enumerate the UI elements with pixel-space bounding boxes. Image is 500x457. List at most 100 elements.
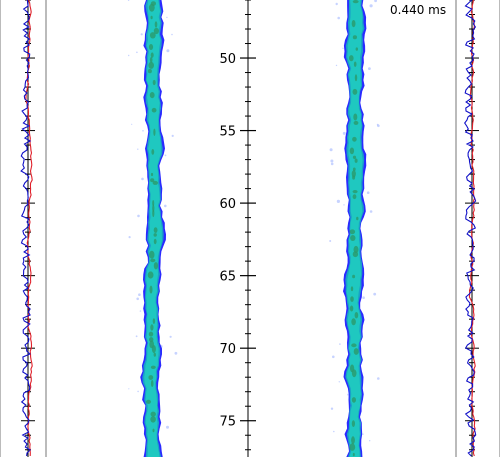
- jet-inner-speck: [153, 352, 156, 357]
- jet-inner-speck: [351, 20, 356, 28]
- time-label: 0.440 ms: [390, 3, 446, 17]
- jet-inner-speck: [149, 250, 155, 259]
- jet-inner-speck: [151, 149, 155, 155]
- jet-droplet: [171, 33, 173, 36]
- jet-inner-speck: [351, 343, 357, 348]
- jet-inner-speck: [148, 3, 155, 12]
- jet-droplet: [166, 16, 168, 19]
- jet-inner-speck: [351, 397, 356, 403]
- jet-inner-speck: [351, 170, 356, 178]
- jet-droplet: [376, 123, 379, 126]
- jet-droplet: [330, 159, 334, 163]
- jet-inner-speck: [153, 238, 157, 245]
- jet-inner-speck: [152, 428, 155, 433]
- profile-blue-line: [20, 0, 32, 457]
- profile-blue-line: [464, 0, 477, 457]
- jet-droplet: [347, 393, 350, 396]
- jet-inner-speck: [150, 380, 154, 387]
- jet-inner-speck: [152, 209, 155, 218]
- jet-droplet: [171, 134, 174, 137]
- jet-droplet: [369, 4, 373, 8]
- jet-inner-speck: [153, 227, 158, 234]
- jet-inner-speck: [148, 44, 154, 50]
- jet-droplet: [368, 67, 371, 70]
- jet-inner-speck: [349, 443, 356, 451]
- jet-inner-speck: [149, 32, 156, 39]
- jet-droplet: [164, 154, 167, 157]
- jet-inner-speck: [351, 369, 357, 378]
- jet-droplet: [128, 388, 130, 390]
- jet-inner-speck: [349, 305, 354, 312]
- jet-inner-speck: [352, 190, 358, 194]
- y-tick-label: 55: [219, 125, 236, 140]
- profile-red-line: [468, 0, 476, 457]
- jet-inner-speck: [349, 229, 356, 235]
- jet-inner-speck: [352, 155, 357, 159]
- jet-inner-speck: [352, 194, 357, 200]
- jet-inner-speck: [148, 375, 154, 380]
- jet-inner-speck: [353, 348, 359, 355]
- jet-inner-speck: [147, 271, 154, 279]
- jet-inner-speck: [147, 69, 152, 74]
- jet-inner-speck: [353, 245, 359, 254]
- jet-inner-speck: [351, 436, 355, 445]
- jet-inner-speck: [148, 61, 154, 69]
- jet-droplet: [137, 214, 140, 218]
- jet-inner-speck: [351, 318, 356, 326]
- right-profile-panel: [455, 0, 500, 457]
- jet-inner-speck: [152, 318, 156, 324]
- jet-droplet: [333, 430, 335, 433]
- jet-droplet: [136, 297, 139, 301]
- jet-inner-speck: [352, 175, 356, 180]
- jet-droplet: [135, 335, 138, 338]
- jet-droplet: [366, 191, 370, 194]
- jet-inner-speck: [350, 286, 354, 292]
- jet-inner-speck: [353, 120, 359, 125]
- left-jet-image: [127, 0, 178, 457]
- jet-inner-speck: [150, 172, 154, 177]
- jet-droplet: [342, 131, 346, 135]
- jet-droplet: [335, 2, 338, 6]
- jet-inner-speck: [151, 107, 157, 113]
- jet-droplet: [142, 130, 144, 132]
- right-jet-image: [329, 0, 380, 457]
- jet-droplet: [166, 425, 169, 429]
- jet-inner-speck: [354, 74, 358, 82]
- y-tick-label: 75: [219, 415, 236, 430]
- jet-droplet: [374, 0, 377, 3]
- jet-inner-speck: [352, 251, 359, 258]
- jet-inner-speck: [351, 420, 355, 427]
- jet-droplet: [136, 51, 138, 54]
- jet-droplet: [338, 381, 340, 383]
- jet-inner-speck: [149, 57, 153, 63]
- jet-inner-speck: [153, 27, 159, 35]
- jet-inner-speck: [356, 216, 359, 221]
- jet-droplet: [131, 123, 133, 125]
- jet-inner-speck: [150, 258, 156, 263]
- jet-inner-speck: [153, 128, 156, 136]
- y-tick-label: 50: [219, 52, 236, 67]
- jet-droplet: [373, 292, 377, 296]
- jet-droplet: [369, 440, 371, 442]
- jet-inner-speck: [150, 324, 154, 331]
- jet-droplet: [342, 47, 344, 49]
- y-ticks: 50 55 60 65 70 75: [219, 0, 256, 451]
- jet-droplet: [141, 177, 144, 181]
- jet-core-band: [144, 0, 162, 457]
- jet-droplet: [377, 377, 380, 380]
- jet-inner-speck: [146, 399, 151, 404]
- jet-inner-speck: [355, 47, 358, 51]
- jet-droplet: [362, 296, 365, 300]
- jet-droplet: [332, 355, 335, 359]
- jet-inner-speck: [350, 296, 354, 302]
- jet-inner-speck: [352, 0, 359, 4]
- jet-droplet: [164, 204, 167, 208]
- jet-inner-speck: [153, 262, 158, 270]
- jet-droplet: [330, 162, 334, 166]
- jet-inner-speck: [154, 21, 158, 28]
- jet-inner-speck: [354, 312, 359, 319]
- left-profile-panel: [0, 0, 47, 457]
- profile-panel-frame: [455, 0, 500, 457]
- jet-droplet: [337, 16, 341, 20]
